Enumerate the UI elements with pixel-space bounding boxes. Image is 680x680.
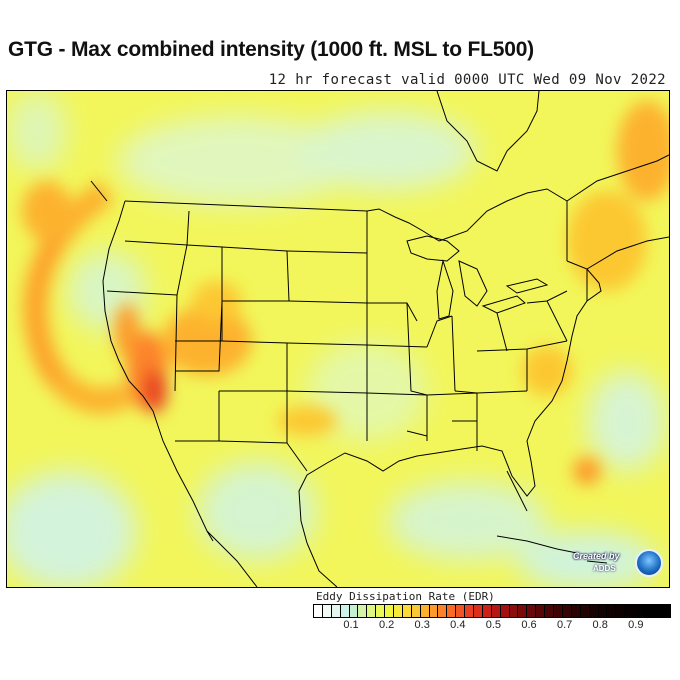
legend-swatch [554,605,563,617]
legend-tick-label: 0.2 [378,619,395,631]
legend-swatch [385,605,395,617]
legend-swatch [314,605,323,617]
legend-swatch [660,605,670,617]
legend-swatch [562,605,572,617]
legend-swatch [527,605,537,617]
low-edr-field [7,91,667,587]
legend-swatch [634,605,643,617]
credit-badge: Created by ADDS [571,549,663,579]
legend-swatch [438,605,448,617]
legend-swatch [651,605,661,617]
legend-label: Eddy Dissipation Rate (EDR) [316,590,495,603]
credit-line1: Created by [573,551,620,561]
legend-swatch [349,605,359,617]
legend-swatch [465,605,475,617]
legend-swatch [580,605,590,617]
legend-swatch [571,605,581,617]
map-title: GTG - Max combined intensity (1000 ft. M… [8,38,534,61]
legend-swatch [509,605,519,617]
credit-line2: ADDS [593,564,616,573]
legend-swatch [429,605,439,617]
legend-swatch [491,605,501,617]
turbulence-map: Created by ADDS [6,90,670,588]
legend-swatch [482,605,492,617]
legend-swatch [642,605,652,617]
legend-tick-label: 0.1 [343,619,359,631]
legend-swatch [474,605,483,617]
legend-swatch [536,605,546,617]
legend-swatch [420,605,430,617]
legend-swatch [322,605,332,617]
geographic-boundaries [90,91,669,587]
legend-swatch [456,605,466,617]
noaa-logo-icon [635,549,663,577]
legend-swatch [340,605,350,617]
legend-swatch [589,605,599,617]
legend-tick-label: 0.4 [450,619,466,631]
legend-swatch [545,605,555,617]
legend-swatch [625,605,635,617]
legend-swatch [394,605,403,617]
legend-tick-label: 0.7 [556,619,573,631]
high-edr-field [22,101,669,485]
legend-swatch [607,605,617,617]
legend-swatch [402,605,412,617]
legend-tick-label: 0.9 [628,619,644,631]
legend-swatch [376,605,386,617]
legend-swatch [616,605,626,617]
forecast-valid-time: 12 hr forecast valid 0000 UTC Wed 09 Nov… [268,72,666,88]
legend-swatch [598,605,608,617]
legend-swatch [331,605,341,617]
legend-ticks: 0.1 0.2 0.3 0.4 0.5 0.6 0.7 0.8 0.9 [313,619,673,633]
legend-tick-label: 0.8 [592,619,608,631]
legend-swatch [518,605,528,617]
legend-swatch [447,605,457,617]
legend-tick-label: 0.6 [521,619,537,631]
legend-swatch [411,605,421,617]
legend-swatch [358,605,368,617]
legend-swatch [500,605,510,617]
color-scale-legend [313,604,671,618]
legend-tick-label: 0.5 [485,619,502,631]
legend-tick-label: 0.3 [414,619,430,631]
legend-swatch [367,605,377,617]
